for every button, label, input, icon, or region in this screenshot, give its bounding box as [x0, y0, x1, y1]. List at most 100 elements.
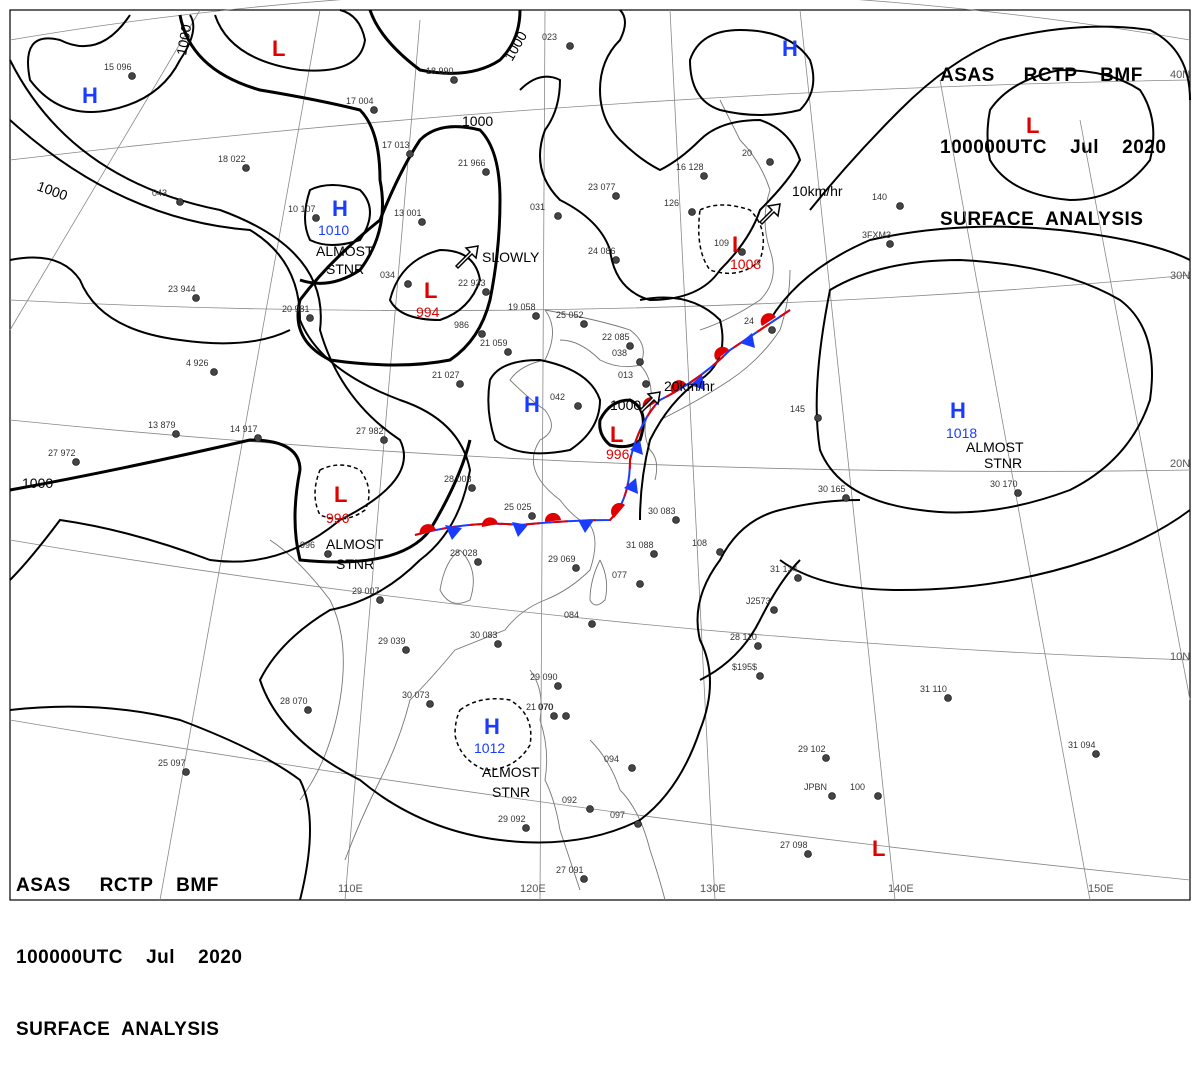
station-reading: 14 917: [230, 424, 258, 434]
station-marker: [176, 198, 184, 206]
station-reading: 28 008: [444, 474, 472, 484]
station-reading: 097: [610, 810, 625, 820]
high-symbol: H: [950, 398, 966, 423]
lon-line-130e: [669, 9, 716, 901]
low-symbol: L: [272, 36, 285, 61]
isobar-1000-north-b: [368, 9, 522, 75]
station-reading: 20: [742, 148, 752, 158]
coast-primorye: [699, 99, 774, 331]
station-marker: [554, 212, 562, 220]
coast-philippines-e: [589, 739, 666, 901]
lon-label-150e: 150E: [1088, 883, 1114, 895]
isobar-pacific-south: [779, 509, 1191, 592]
system-motion: 20km/hr: [664, 378, 715, 394]
station-marker: [612, 256, 620, 264]
isobar-tibet-north: [9, 256, 291, 345]
lon-line-100e: [159, 9, 321, 901]
grid-labels: 110E 120E 130E 140E 150E 40N 30N 20N 10N: [338, 69, 1190, 895]
lon-line-120e: [539, 9, 546, 901]
front-warm-bump: [760, 313, 776, 326]
station-reading: 27 098: [780, 840, 808, 850]
station-reading: 042: [550, 392, 565, 402]
station-marker: [404, 280, 412, 288]
station-marker: [450, 76, 458, 84]
station-marker: [700, 172, 708, 180]
station-reading: 25 025: [504, 502, 532, 512]
lon-label-110e: 110E: [338, 883, 363, 895]
station-marker: [482, 168, 490, 176]
station-marker: [716, 548, 724, 556]
station-reading: 094: [604, 754, 619, 764]
station-reading: 30 083: [470, 630, 498, 640]
isobar-h-yellowsea: [487, 358, 602, 455]
station-marker: [672, 516, 680, 524]
station-reading: 17 004: [346, 96, 374, 106]
station-reading: 30 170: [990, 479, 1018, 489]
isobar-1000-south-b: [293, 439, 472, 564]
system-motion: 10km/hr: [792, 183, 843, 199]
station-marker: [406, 150, 414, 158]
low-symbol: L: [424, 278, 437, 303]
station-marker: [572, 564, 580, 572]
station-reading: 3FXM3: [862, 230, 891, 240]
station-reading: 15 096: [104, 62, 132, 72]
station-reading: 18 022: [218, 154, 246, 164]
station-marker: [306, 314, 314, 322]
station-marker: [612, 192, 620, 200]
station-marker: [636, 358, 644, 366]
isobar-japansea: [519, 9, 802, 302]
station-reading: 27 091: [556, 865, 584, 875]
station-reading: 31 094: [1068, 740, 1096, 750]
station-reading: 18 990: [426, 66, 454, 76]
station-marker: [628, 764, 636, 772]
front-cold-barb: [630, 440, 643, 455]
low-symbol: L: [610, 422, 623, 447]
isobar-label-b: 1000: [501, 28, 531, 63]
low-symbol: L: [1026, 113, 1039, 138]
station-reading: J2573: [746, 596, 771, 606]
station-reading: 24: [744, 316, 754, 326]
stationary-front: [414, 309, 791, 540]
high-symbol: H: [332, 196, 348, 221]
isobar-label-e: 1000: [22, 475, 53, 491]
coast-china: [344, 309, 596, 861]
station-marker: [642, 380, 650, 388]
station-marker: [532, 312, 540, 320]
station-marker: [482, 288, 490, 296]
station-marker: [474, 558, 482, 566]
isobar-l-ne: [986, 68, 1155, 202]
station-marker: [580, 875, 588, 883]
low-pressure-value: 996: [326, 510, 350, 526]
station-reading: 109: [714, 238, 729, 248]
coast-japan: [659, 269, 791, 421]
station-marker: [128, 72, 136, 80]
lon-label-130e: 130E: [700, 883, 726, 895]
high-pressure-value: 1018: [946, 425, 977, 441]
station-reading: 30 073: [402, 690, 430, 700]
station-reading: 023: [542, 32, 557, 42]
front-cold-barb: [512, 522, 528, 537]
station-marker: [456, 380, 464, 388]
isobar-label-a: 1000: [173, 23, 194, 57]
station-marker: [554, 682, 562, 690]
station-reading: 28 028: [450, 548, 478, 558]
station-marker: [636, 580, 644, 588]
station-marker: [468, 484, 476, 492]
isobar-ne-outer: [809, 25, 1191, 211]
station-marker: [634, 820, 642, 828]
station-reading: 29 069: [548, 554, 576, 564]
low-pressure-value: 1008: [730, 256, 761, 272]
station-marker: [828, 792, 836, 800]
lat-line-0: [9, 719, 1191, 881]
station-reading: 25 052: [556, 310, 584, 320]
station-reading: 29 092: [498, 814, 526, 824]
front-cold-barb: [740, 333, 755, 348]
isobar-l-994-inner: [388, 248, 482, 322]
motion-arrow-10kmhr: [758, 203, 781, 226]
station-marker: [574, 402, 582, 410]
station-marker: [1014, 489, 1022, 497]
isobar-label-d: 1000: [35, 178, 70, 204]
station-marker: [886, 240, 894, 248]
low-pressure-value: 994: [416, 304, 440, 320]
front-cold-barb: [445, 525, 462, 540]
